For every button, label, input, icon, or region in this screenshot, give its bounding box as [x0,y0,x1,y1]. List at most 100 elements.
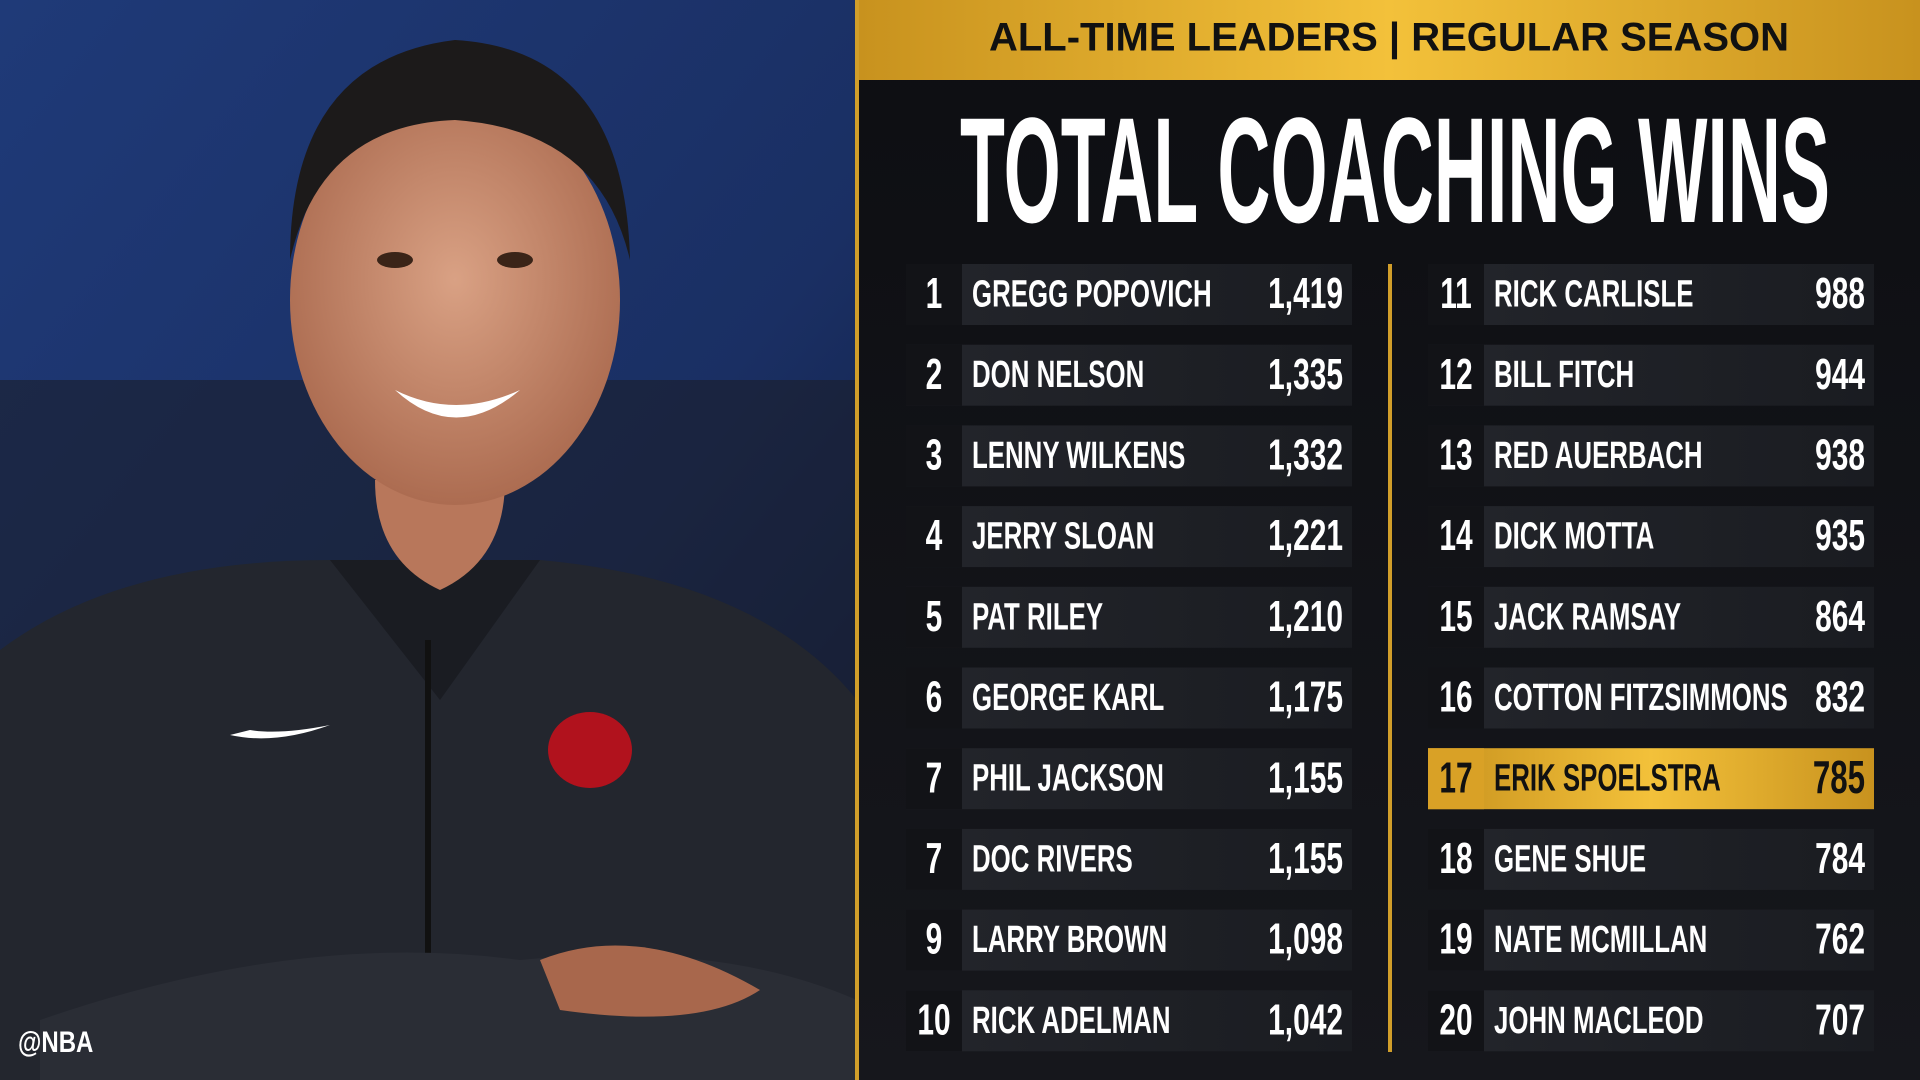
wins: 1,210 [1268,591,1343,640]
rank: 15 [1439,591,1472,640]
wins: 1,155 [1268,753,1343,802]
rank-cell [1428,344,1484,406]
row-bg [1428,506,1874,568]
wins: 938 [1815,430,1865,479]
rank: 13 [1439,430,1472,479]
leaderboard: 1 GREGG POPOVICH 1,419 2 DON NELSON 1,335 3 LEN… [906,264,1874,1052]
rank: 14 [1439,510,1472,559]
rank-cell [1428,667,1484,729]
row-bg [1428,344,1874,406]
row-bg [906,264,1352,325]
row: 19 NATE MCMILLAN 762 [1428,909,1874,971]
wins: 1,175 [1268,672,1343,721]
row: 13 RED AUERBACH 938 [1428,425,1874,487]
row-bg [1428,264,1874,325]
rank-cell [1428,586,1484,648]
rank: 19 [1439,914,1472,963]
row: 7 DOC RIVERS 1,155 [906,828,1352,890]
rank-cell [906,990,962,1052]
watermark: @NBA [18,1024,93,1058]
row: 12 BILL FITCH 944 [1428,344,1874,406]
row: 7 PHIL JACKSON 1,155 [906,748,1352,810]
wins: 1,155 [1268,833,1343,882]
rank-cell [906,425,962,487]
panel-border [855,0,859,1080]
rank-cell [906,667,962,729]
coach-name: PAT RILEY [972,595,1103,637]
coach-name: GENE SHUE [1494,838,1646,880]
coach-name: JOHN MACLEOD [1494,999,1704,1041]
rank: 17 [1439,753,1472,802]
row: 5 PAT RILEY 1,210 [906,586,1352,648]
coach-name: RICK ADELMAN [972,999,1171,1041]
wins: 944 [1815,349,1865,398]
row: 11 RICK CARLISLE 988 [1428,264,1874,325]
rank-cell [1428,990,1484,1052]
row: 15 JACK RAMSAY 864 [1428,586,1874,648]
rank: 16 [1439,672,1472,721]
row: 1 GREGG POPOVICH 1,419 [906,264,1352,325]
rank: 11 [1440,268,1472,317]
row-bg [906,909,1352,971]
wins: 832 [1815,672,1865,721]
rank-cell [906,506,962,568]
coach-name: BILL FITCH [1494,353,1634,395]
row-bg [906,990,1352,1052]
row: 17 ERIK SPOELSTRA 785 [1428,748,1874,810]
coach-name: JERRY SLOAN [972,515,1154,557]
row: 20 JOHN MACLEOD 707 [1428,990,1874,1052]
rank: 7 [926,753,943,802]
rank: 9 [926,914,943,963]
rank: 10 [917,995,950,1044]
row: 3 LENNY WILKENS 1,332 [906,425,1352,487]
coach-name: RED AUERBACH [1494,434,1703,476]
wins: 1,042 [1268,995,1343,1044]
row-bg [1428,990,1874,1052]
row-bg [906,667,1352,729]
rank: 4 [926,510,943,559]
rank: 5 [926,591,943,640]
wins: 864 [1815,591,1865,640]
row-bg [1428,667,1874,729]
row-bg [906,344,1352,406]
row: 16 COTTON FITZSIMMONS 832 [1428,667,1874,729]
row-bg [906,748,1352,810]
rank-cell [1428,828,1484,890]
rank: 20 [1439,995,1472,1044]
coach-name: ERIK SPOELSTRA [1494,757,1721,799]
coach-name: PHIL JACKSON [972,757,1164,799]
coach-name: JACK RAMSAY [1494,595,1681,637]
rank-cell [1428,264,1484,325]
wins: 1,098 [1268,914,1343,963]
wins: 1,332 [1268,430,1343,479]
rank-cell [1428,909,1484,971]
row-bg [906,586,1352,648]
wins: 707 [1815,995,1865,1044]
coach-name: GREGG POPOVICH [972,273,1212,315]
rank-cell [1428,506,1484,568]
rank-cell [906,828,962,890]
rank: 6 [926,672,943,721]
rank-cell [906,264,962,325]
rank-cell [906,344,962,406]
rank: 12 [1439,349,1472,398]
rank: 7 [926,833,943,882]
wins: 1,419 [1268,268,1343,317]
row: 10 RICK ADELMAN 1,042 [906,990,1352,1052]
row-bg [1428,828,1874,890]
rank-cell [906,748,962,810]
wins: 1,335 [1268,349,1343,398]
column-divider [1388,264,1392,1052]
rank-cell [1428,748,1484,810]
row: 4 JERRY SLOAN 1,221 [906,506,1352,568]
wins: 784 [1815,833,1865,882]
wins: 1,221 [1268,510,1343,559]
row: 2 DON NELSON 1,335 [906,344,1352,406]
coach-name: RICK CARLISLE [1494,273,1693,315]
row: 14 DICK MOTTA 935 [1428,506,1874,568]
coach-name: DON NELSON [972,353,1144,395]
row: 9 LARRY BROWN 1,098 [906,909,1352,971]
rank-cell [1428,425,1484,487]
coach-name: GEORGE KARL [972,676,1164,718]
